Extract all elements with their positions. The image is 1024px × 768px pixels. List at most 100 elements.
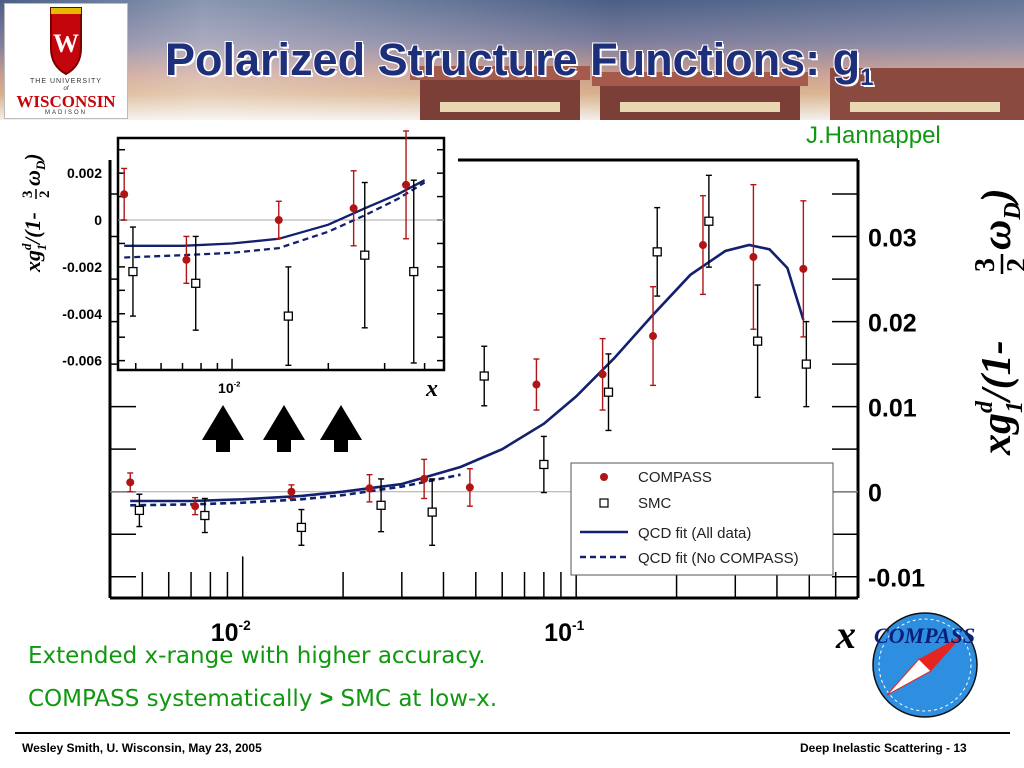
compass-point — [349, 204, 358, 213]
compass-point — [420, 474, 429, 483]
university-logo: W THE UNIVERSITY of WISCONSIN MADISON — [4, 3, 128, 119]
smc-point — [376, 500, 386, 510]
y-tick-label: 0.01 — [868, 395, 917, 423]
compass-point — [532, 380, 541, 389]
author-credit: J.Hannappel — [806, 122, 941, 149]
inset-ytick-labels: 0.002 0 -0.002 -0.004 -0.006 — [62, 165, 102, 368]
logo-line3: WISCONSIN — [16, 92, 116, 111]
svg-text:xgd1/(1-: xgd1/(1- — [19, 212, 49, 273]
arrow-up-icon — [202, 405, 244, 452]
footer-right: Deep Inelastic Scattering - 13 — [800, 741, 967, 755]
compass-point — [182, 255, 191, 264]
qcd-fit-all-line — [124, 179, 426, 247]
smc-point — [704, 216, 714, 226]
inset-ylabel-omega-sub: D — [33, 160, 48, 171]
y-tick-label: -0.004 — [62, 306, 102, 322]
inset-ylabel: xgd1/(1- 3 2 ωD) — [19, 153, 53, 273]
smc-point — [128, 266, 138, 277]
caption-line-2-a: COMPASS systematically — [28, 686, 320, 712]
compass-point — [274, 216, 283, 225]
inset-ylabel-rest: /(1- — [20, 212, 45, 246]
y-tick-label: -0.002 — [62, 259, 102, 275]
slide-header — [0, 0, 1024, 120]
legend-compass-marker — [600, 473, 608, 481]
compass-needle-icon — [919, 635, 963, 671]
smc-point — [409, 266, 419, 277]
inset-xlabel: x — [425, 376, 438, 402]
y-tick-label: 0 — [868, 480, 882, 508]
compass-point — [749, 252, 758, 261]
header-building-roof — [410, 66, 590, 80]
low-x-arrows — [202, 405, 362, 452]
arrow-up-icon — [263, 405, 305, 452]
main-ylabel-sub: 1 — [1002, 401, 1024, 413]
inset-ylabel-xg: xg — [20, 250, 45, 273]
smc-point — [427, 507, 437, 517]
slide-title: Polarized Structure Functions: g1 — [165, 34, 873, 92]
main-ytick-labels: 0.03 0.02 0.01 0 -0.01 — [868, 225, 925, 593]
smc-point — [652, 247, 662, 257]
y-tick-label: -0.01 — [868, 565, 925, 593]
smc-point — [360, 250, 370, 260]
compass-logo-text: COMPASS — [874, 623, 975, 648]
main-xlabel: x — [835, 612, 856, 657]
compass-point — [191, 502, 200, 511]
main-ylabel-num: 3 — [970, 258, 1001, 272]
compass-point — [698, 241, 707, 250]
main-plot-area — [126, 174, 811, 546]
caption-line-2-b: SMC at low-x. — [333, 686, 498, 712]
compass-point — [402, 180, 411, 189]
compass-logo: COMPASS — [872, 612, 978, 718]
main-ylabel-rest: /(1- — [974, 340, 1020, 404]
compass-point — [287, 487, 296, 496]
main-ylabel-omega-sub: D — [1000, 202, 1024, 220]
main-ylabel-omega: ω — [974, 220, 1020, 250]
logo-line1: THE UNIVERSITY — [30, 78, 102, 85]
inset-ylabel-sup: d — [19, 243, 34, 250]
logo-line2: of — [63, 86, 69, 92]
qcd-fit-no-compass-line — [124, 181, 426, 259]
caption-line-1: Extended x-range with higher accuracy. — [28, 643, 486, 669]
svg-text:xgd1/(1-: xgd1/(1- — [972, 340, 1024, 456]
smc-point — [603, 387, 614, 397]
smc-point — [134, 505, 145, 516]
y-tick-label: 0.002 — [67, 165, 102, 181]
compass-point — [126, 478, 135, 487]
smc-point — [539, 459, 549, 470]
svg-text:ωD): ωD) — [974, 188, 1024, 250]
legend-compass-label: COMPASS — [638, 469, 712, 486]
inset-ylabel-omega: ω — [20, 170, 45, 186]
main-xtick-labels: 10-2 10-1 — [211, 618, 585, 647]
inset-ylabel-sub: 1 — [34, 244, 49, 251]
compass-point — [465, 483, 474, 492]
university-crest-icon: W — [50, 7, 82, 76]
legend-smc-marker — [599, 498, 609, 508]
compass-point — [649, 332, 658, 341]
y-tick-label: -0.006 — [62, 353, 102, 369]
footer-divider — [15, 732, 1010, 734]
legend-smc-label: SMC — [638, 495, 672, 512]
svg-text:W: W — [53, 29, 79, 58]
header-building — [600, 82, 800, 120]
main-ylabel-xg: xg — [974, 413, 1020, 456]
caption-line-2-gt: > — [319, 685, 334, 711]
smc-point — [200, 510, 210, 521]
main-ylabel-den: 2 — [1002, 258, 1024, 272]
y-tick-label: 0.02 — [868, 310, 917, 338]
inset-frame — [116, 136, 446, 372]
compass-needle-tail-icon — [886, 658, 932, 696]
smc-point — [801, 359, 811, 369]
compass-logo-ring — [878, 618, 972, 712]
smc-point — [296, 522, 307, 533]
header-building — [420, 74, 580, 120]
header-windows — [440, 102, 560, 112]
smc-point — [479, 371, 489, 381]
legend-fit-all-label: QCD fit (All data) — [638, 525, 751, 542]
x-tick-label: 10-2 — [218, 380, 240, 396]
legend-fit-nocompass-label: QCD fit (No COMPASS) — [638, 550, 799, 567]
header-building-roof — [592, 72, 808, 86]
legend: COMPASS SMC QCD fit (All data) QCD fit (… — [570, 462, 834, 576]
caption-line-2: COMPASS systematically > SMC at low-x. — [28, 685, 497, 712]
smc-point — [752, 336, 763, 346]
